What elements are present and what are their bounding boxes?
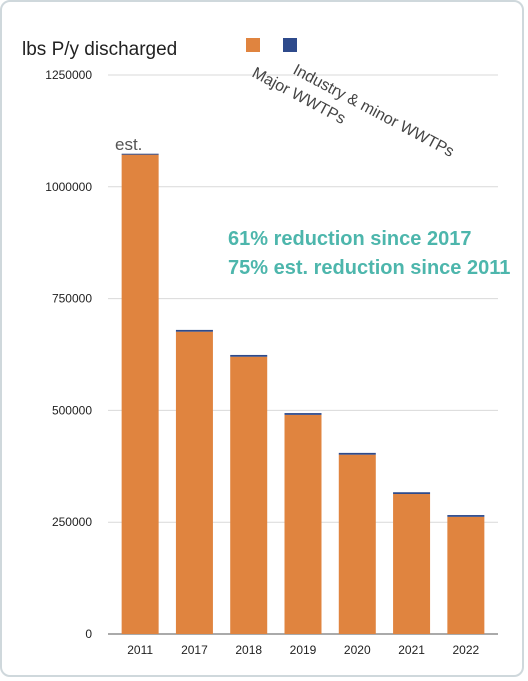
bar-major-wwtps xyxy=(447,516,485,634)
y-tick-label: 750000 xyxy=(52,292,92,306)
bar-industry-minor-wwtps xyxy=(175,329,213,332)
x-tick-label: 2017 xyxy=(181,643,208,657)
bar-major-wwtps xyxy=(338,454,376,634)
bar-major-wwtps xyxy=(121,154,159,634)
y-tick-label: 1000000 xyxy=(45,180,92,194)
y-axis-label: lbs P/y discharged xyxy=(22,39,177,60)
legend-swatch-major-wwtps xyxy=(246,38,260,52)
annotation-est: est. xyxy=(115,135,142,154)
x-axis-ticks: 2011 2017 2018 2019 2020 2021 2022 xyxy=(127,643,479,657)
bar-major-wwtps xyxy=(284,414,322,634)
x-tick-label: 2022 xyxy=(453,643,480,657)
bar-major-wwtps xyxy=(175,331,213,634)
y-tick-label: 0 xyxy=(85,627,92,641)
bar-major-wwtps xyxy=(393,494,431,634)
x-tick-label: 2020 xyxy=(344,643,371,657)
bar-industry-minor-wwtps xyxy=(447,515,485,517)
grid-lines xyxy=(108,74,498,635)
bar-industry-minor-wwtps xyxy=(230,354,268,357)
bar-industry-minor-wwtps xyxy=(338,452,376,455)
y-axis-ticks: 0 250000 500000 750000 1000000 1250000 xyxy=(45,68,92,641)
x-tick-label: 2019 xyxy=(290,643,317,657)
bar-industry-minor-wwtps xyxy=(284,413,322,415)
x-tick-label: 2018 xyxy=(235,643,262,657)
y-tick-label: 1250000 xyxy=(45,68,92,82)
x-tick-label: 2021 xyxy=(398,643,425,657)
callout-reduction-2017: 61% reduction since 2017 xyxy=(228,228,471,250)
bars xyxy=(121,153,485,634)
bar-major-wwtps xyxy=(230,356,268,634)
y-tick-label: 500000 xyxy=(52,403,92,417)
legend-swatch-industry-minor-wwtps xyxy=(283,38,297,52)
bar-industry-minor-wwtps xyxy=(393,492,431,495)
bar-industry-minor-wwtps xyxy=(121,153,159,155)
y-tick-label: 250000 xyxy=(52,515,92,529)
callout-reduction-2011: 75% est. reduction since 2011 xyxy=(228,257,510,279)
x-tick-label: 2011 xyxy=(127,643,153,657)
